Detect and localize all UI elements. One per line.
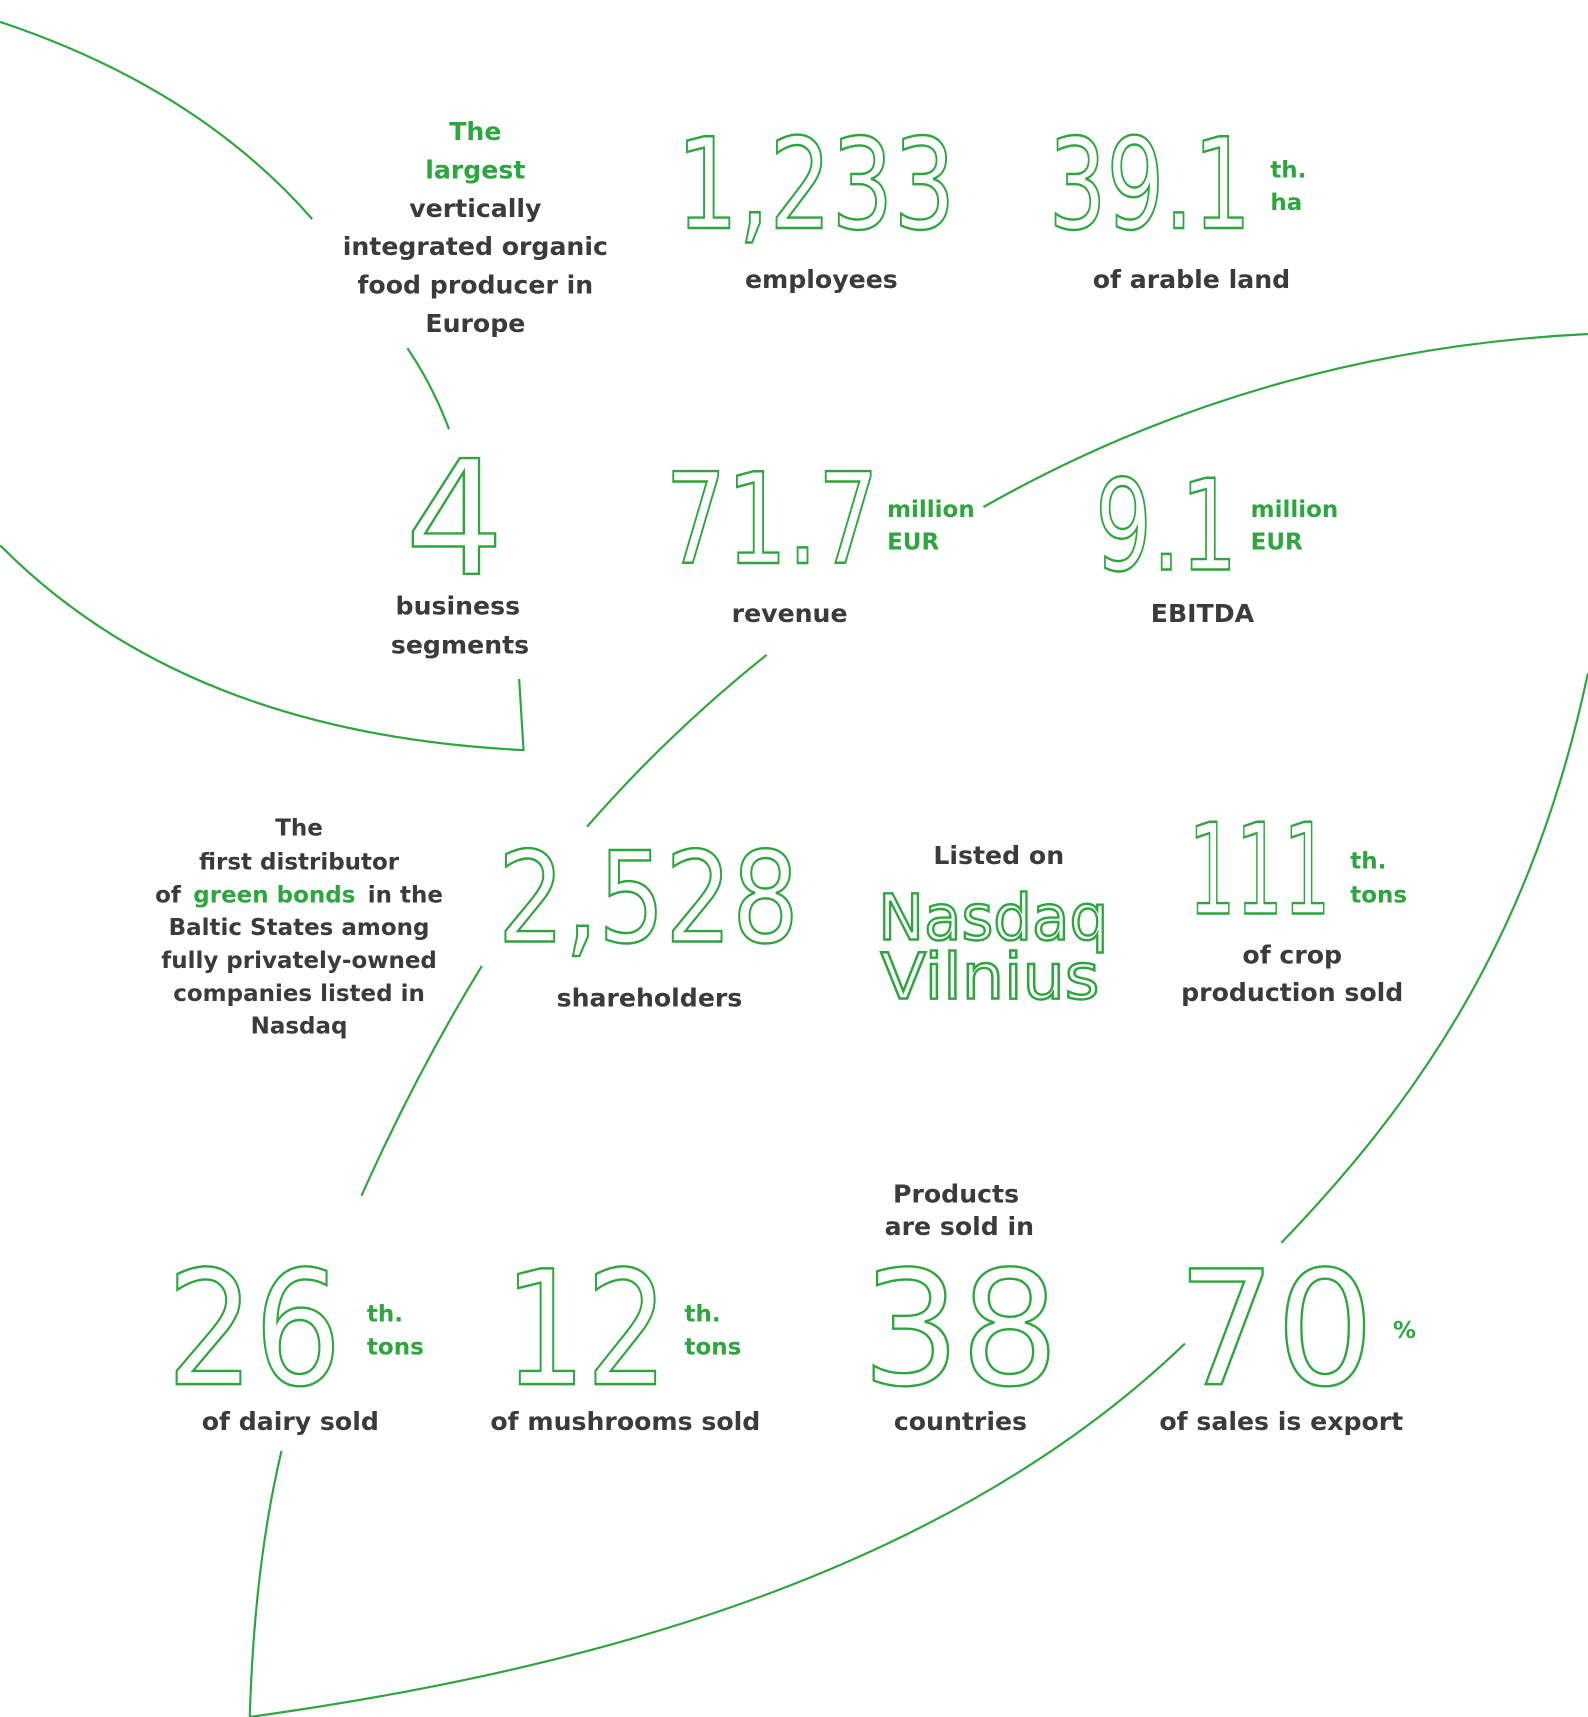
bonds-text: Baltic States among — [169, 915, 430, 941]
stat-label: business — [396, 591, 521, 620]
stat-unit: ha — [1270, 190, 1302, 216]
stat-label: of dairy sold — [202, 1407, 379, 1436]
stat-label: of sales is export — [1159, 1407, 1403, 1436]
stat-prefix: are sold in — [885, 1212, 1034, 1241]
bonds-highlight: green bonds — [193, 882, 355, 908]
listing-prefix: Listed on — [933, 841, 1064, 870]
curve — [360, 965, 483, 1197]
curve — [248, 1450, 283, 1717]
stat-label: countries — [894, 1407, 1027, 1436]
intro-text: vertically — [409, 194, 541, 223]
stat-number: 26 — [167, 1238, 342, 1422]
listing-name: Nasdaq — [878, 881, 1108, 955]
stat-number: 2,528 — [498, 825, 799, 972]
stat-unit: million — [1251, 497, 1339, 523]
intro-text: Europe — [425, 309, 525, 338]
stat-prefix: Products — [893, 1179, 1019, 1208]
intro-text: food producer in — [357, 270, 593, 299]
bonds-text: Nasdaq — [251, 1014, 348, 1040]
stat-unit: th. — [367, 1302, 403, 1328]
stat-number: 12 — [504, 1238, 668, 1422]
stat-label: of crop — [1242, 941, 1342, 970]
stat-unit: million — [887, 497, 975, 523]
bonds-text: The — [275, 816, 323, 842]
curve — [0, 544, 525, 752]
stat-label: of mushrooms sold — [490, 1407, 760, 1436]
intro-highlight: The — [449, 117, 501, 146]
stat-number: 39.1 — [1049, 111, 1252, 258]
stat-number: 111 — [1188, 796, 1330, 943]
curve — [0, 20, 314, 220]
stat-unit: % — [1393, 1318, 1416, 1344]
stat-number: 70 — [1177, 1238, 1374, 1422]
curve — [249, 1342, 1186, 1717]
curve — [982, 332, 1588, 508]
curve — [406, 347, 451, 430]
stat-unit: th. — [684, 1302, 720, 1328]
stat-label: shareholders — [557, 983, 743, 1012]
intro-text: integrated organic — [343, 232, 608, 261]
decorative-curves — [0, 20, 1588, 1717]
stat-unit: tons — [367, 1335, 424, 1361]
bonds-text: of green bonds in the — [155, 882, 443, 908]
stat-label: of arable land — [1093, 265, 1290, 294]
bonds-text: of — [155, 882, 182, 908]
stat-label: segments — [391, 631, 529, 660]
stat-number: 9.1 — [1095, 452, 1237, 599]
stat-number: 1,233 — [676, 111, 955, 258]
bonds-text: fully privately-owned — [161, 948, 437, 974]
intro-highlight: largest — [425, 155, 525, 184]
stat-label: employees — [745, 265, 898, 294]
stat-number: 71.7 — [665, 446, 879, 593]
stat-unit: EUR — [1251, 530, 1303, 556]
stat-unit: tons — [1350, 882, 1407, 908]
stat-number: 38 — [862, 1238, 1059, 1422]
stat-unit: tons — [684, 1335, 741, 1361]
listing-name: Vilnius — [881, 940, 1100, 1014]
stat-label: EBITDA — [1151, 599, 1255, 628]
bonds-text: in the — [368, 882, 443, 908]
curve — [1280, 673, 1588, 1244]
stat-unit: EUR — [887, 530, 939, 556]
stat-number: 4 — [405, 428, 504, 612]
bonds-text: first distributor — [199, 849, 400, 875]
stat-label: production sold — [1181, 978, 1403, 1007]
bonds-text: companies listed in — [173, 981, 425, 1007]
curve — [586, 653, 768, 828]
stat-unit: th. — [1350, 848, 1386, 874]
stat-unit: th. — [1270, 157, 1306, 183]
stat-label: revenue — [732, 599, 848, 628]
